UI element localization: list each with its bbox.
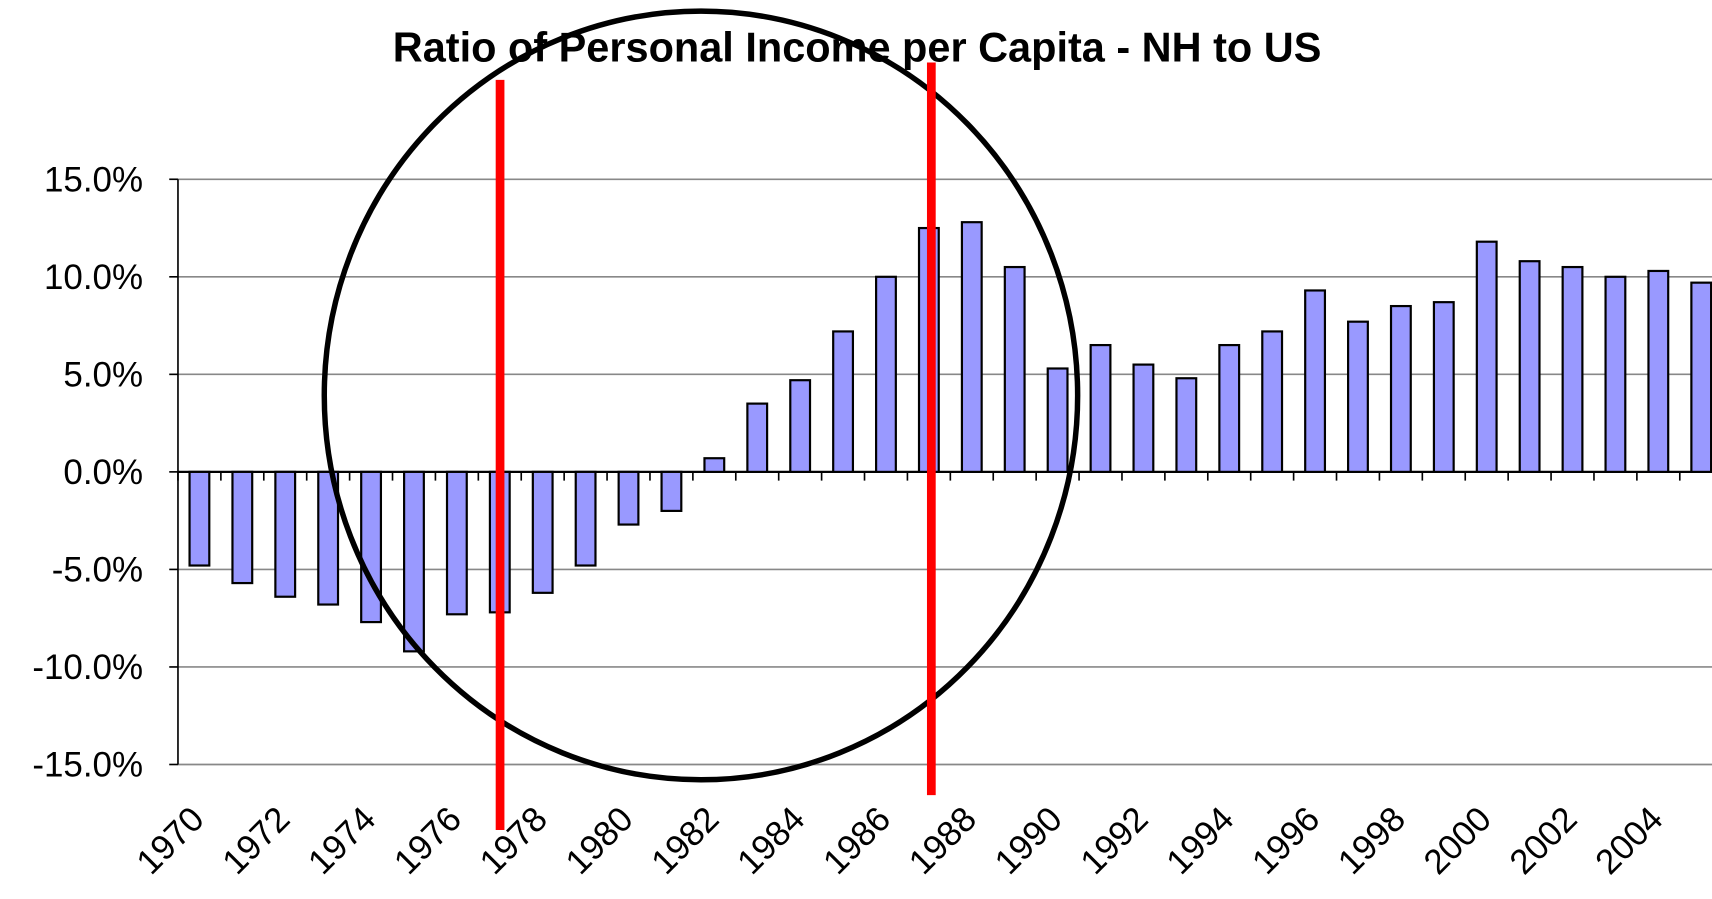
bar <box>875 275 897 473</box>
bar <box>1003 265 1026 473</box>
highlight-circle <box>321 8 1081 783</box>
x-tick-label: 1986 <box>816 799 899 882</box>
bar <box>1132 363 1155 473</box>
y-tick-label: 10.0% <box>44 258 143 297</box>
y-tick-label: -10.0% <box>32 648 143 687</box>
bar <box>317 470 340 606</box>
bar <box>1089 343 1112 473</box>
bar <box>1475 240 1498 473</box>
chart-title: Ratio of Personal Income per Capita - NH… <box>393 23 1322 70</box>
y-tick-label: 5.0% <box>63 355 143 394</box>
bar <box>1561 265 1584 473</box>
bar <box>188 470 211 567</box>
x-tick-label: 1992 <box>1073 799 1156 882</box>
bar <box>1690 281 1712 473</box>
bar <box>1518 260 1541 473</box>
x-tick-label: 1974 <box>301 799 384 882</box>
x-tick-label: 1988 <box>901 799 984 882</box>
bar <box>703 457 726 473</box>
x-tick-label: 1970 <box>129 799 212 882</box>
bar <box>403 470 425 653</box>
bar <box>274 470 297 598</box>
x-tick-label: 2004 <box>1588 799 1671 882</box>
bar <box>617 470 640 526</box>
x-tick-label: 1980 <box>558 799 641 882</box>
bar <box>231 470 254 585</box>
x-tick-label: 2002 <box>1502 799 1585 882</box>
x-tick-label: 1976 <box>387 799 470 882</box>
x-tick-label: 1972 <box>215 799 298 882</box>
bar <box>1432 301 1455 473</box>
x-tick-label: 1978 <box>472 799 555 882</box>
bar <box>360 470 383 624</box>
bar <box>1304 289 1327 473</box>
x-tick-label: 1998 <box>1331 799 1414 882</box>
bar <box>746 402 769 473</box>
y-tick-label: -5.0% <box>52 550 143 589</box>
bar <box>1647 269 1670 473</box>
bar <box>1218 343 1241 473</box>
x-tick-label: 1994 <box>1159 799 1242 882</box>
x-tick-label: 2000 <box>1416 799 1499 882</box>
bar <box>832 330 855 473</box>
bar <box>789 379 812 473</box>
bar <box>660 470 683 512</box>
bar <box>1261 330 1284 473</box>
x-tick-label: 1990 <box>987 799 1070 882</box>
y-tick-label: -15.0% <box>32 746 143 785</box>
bar <box>1604 275 1627 473</box>
bar <box>960 221 983 473</box>
x-tick-label: 1996 <box>1245 799 1328 882</box>
bar <box>1175 377 1198 473</box>
bar <box>531 470 554 594</box>
bar <box>1046 367 1069 473</box>
y-tick-label: 0.0% <box>63 453 143 492</box>
y-tick-label: 15.0% <box>44 160 143 199</box>
bars <box>188 221 1712 653</box>
bar <box>1347 320 1369 473</box>
bar <box>445 470 468 616</box>
x-tick-label: 1984 <box>730 799 813 882</box>
bar <box>1389 304 1412 473</box>
bar <box>574 470 597 567</box>
x-tick-label: 1982 <box>644 799 727 882</box>
